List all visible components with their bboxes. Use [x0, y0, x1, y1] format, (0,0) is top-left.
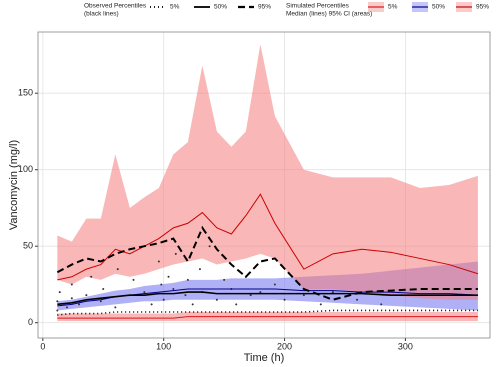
- observation-point: [66, 306, 69, 309]
- observation-point: [302, 294, 305, 297]
- legend-label: 50%: [432, 4, 445, 11]
- y-tick-label: 100: [18, 164, 33, 174]
- legend-label: 95%: [258, 4, 271, 11]
- legend-label: 5%: [388, 4, 398, 11]
- plot-border: [37, 31, 491, 339]
- simulated-median: [57, 316, 478, 319]
- legend-title: Observed Percentiles: [84, 3, 147, 10]
- observation-point: [102, 288, 105, 291]
- observation-point: [172, 288, 175, 291]
- observation-point: [116, 268, 119, 271]
- observation-point: [56, 309, 59, 312]
- observation-point: [198, 268, 201, 271]
- observation-point: [235, 303, 238, 306]
- observation-point: [132, 278, 135, 281]
- observation-point: [208, 245, 211, 248]
- observation-point: [215, 298, 218, 301]
- x-tick-label: 300: [398, 341, 413, 351]
- x-tick-label: 0: [40, 341, 45, 351]
- observation-point: [143, 291, 146, 294]
- observation-point: [70, 297, 73, 300]
- legend-title: Simulated Percentiles: [286, 3, 350, 10]
- observation-point: [191, 303, 194, 306]
- legend-title: (black lines): [84, 11, 119, 18]
- observation-point: [319, 303, 322, 306]
- observation-point: [58, 291, 61, 294]
- observation-point: [90, 275, 93, 278]
- observation-point: [78, 303, 81, 306]
- observation-point: [99, 300, 102, 303]
- legend-label: 50%: [214, 4, 227, 11]
- observation-point: [259, 291, 262, 294]
- legend-title: Median (lines) 95% CI (areas): [286, 11, 372, 18]
- observation-point: [380, 303, 383, 306]
- observation-point: [273, 283, 276, 286]
- observation-point: [157, 260, 160, 263]
- observation-point: [167, 275, 170, 278]
- y-tick-label: 150: [18, 88, 33, 98]
- observation-point: [223, 278, 226, 281]
- y-tick-label: 0: [28, 317, 33, 327]
- y-axis-title: Vancomycin (mg/l): [8, 140, 20, 230]
- observation-point: [283, 298, 286, 301]
- x-tick-label: 200: [277, 341, 292, 351]
- observation-point: [150, 303, 153, 306]
- observation-point: [160, 283, 163, 286]
- legend-label: 95%: [476, 4, 489, 11]
- observation-point: [162, 298, 165, 301]
- x-axis-title: Time (h): [244, 352, 285, 364]
- observed-percentile: [57, 291, 478, 306]
- observation-point: [174, 252, 177, 255]
- observation-point: [356, 298, 359, 301]
- y-tick-label: 50: [23, 241, 33, 251]
- observed-percentile: [56, 225, 478, 301]
- observation-point: [249, 294, 252, 297]
- observation-point: [186, 278, 189, 281]
- observation-point: [85, 294, 88, 297]
- legend-label: 5%: [170, 4, 180, 11]
- observation-point: [184, 294, 187, 297]
- observation-point: [331, 291, 334, 294]
- observation-point: [56, 300, 59, 303]
- x-tick-label: 100: [156, 341, 171, 351]
- observation-point: [114, 306, 117, 309]
- simulated-median: [57, 193, 479, 281]
- observation-point: [70, 283, 73, 286]
